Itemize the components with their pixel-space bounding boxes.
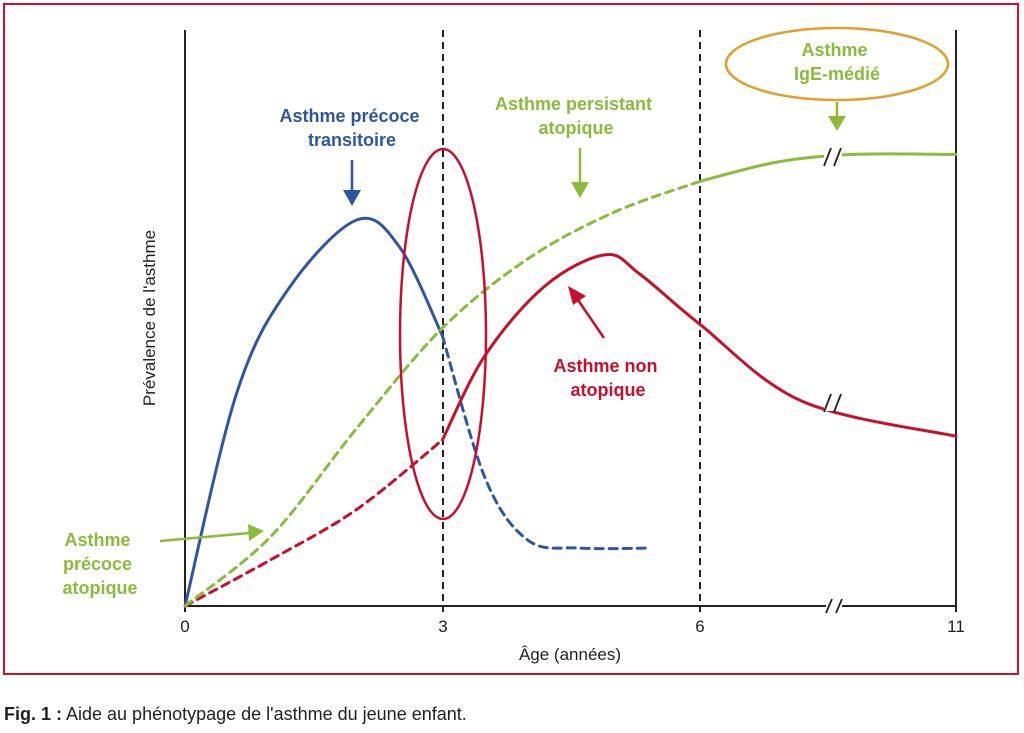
- arrow-persistant: [571, 148, 589, 198]
- tick-label-3: 3: [438, 617, 447, 636]
- series-transitoire-dashed: [440, 334, 650, 551]
- axis-break-xaxis: [825, 598, 843, 614]
- tick-label-0: 0: [180, 617, 189, 636]
- caption-label: Fig. 1 :: [4, 704, 62, 724]
- arrow-ige: [828, 102, 846, 131]
- label-precoce-atopique: Asthme précoce atopique: [63, 530, 138, 598]
- arrow-precoce-atopique: [159, 524, 264, 543]
- series-non-atopique-dashed: [183, 438, 444, 608]
- axis-break-green: [823, 147, 842, 167]
- figure-caption: Fig. 1 : Aide au phénotypage de l'asthme…: [4, 704, 467, 725]
- label-persistant: Asthme persistant atopique: [495, 94, 657, 138]
- x-axis-label: Âge (années): [519, 645, 621, 664]
- y-axis-label: Prévalence de l'asthme: [140, 230, 159, 406]
- arrow-non-atopique: [568, 286, 606, 339]
- series-persistant-dashed: [183, 179, 702, 608]
- tick-label-6: 6: [695, 617, 704, 636]
- label-non-atopique: Asthme non atopique: [553, 356, 662, 400]
- series-non-atopique-solid: [440, 253, 958, 442]
- arrow-transitoire: [343, 160, 361, 206]
- highlight-ellipse: [398, 147, 488, 521]
- figure-frame: [3, 3, 1019, 675]
- ige-ellipse: [724, 26, 950, 102]
- label-ige-medie: Asthme IgE-médié: [794, 40, 880, 84]
- caption-text: Aide au phénotypage de l'asthme du jeune…: [62, 704, 467, 724]
- series-persistant-solid: [698, 152, 958, 183]
- series-group: [183, 152, 958, 608]
- tick-label-11: 11: [947, 617, 965, 636]
- axis-break-red: [823, 393, 842, 413]
- label-transitoire: Asthme précoce transitoire: [279, 106, 424, 150]
- series-transitoire-solid: [183, 216, 444, 608]
